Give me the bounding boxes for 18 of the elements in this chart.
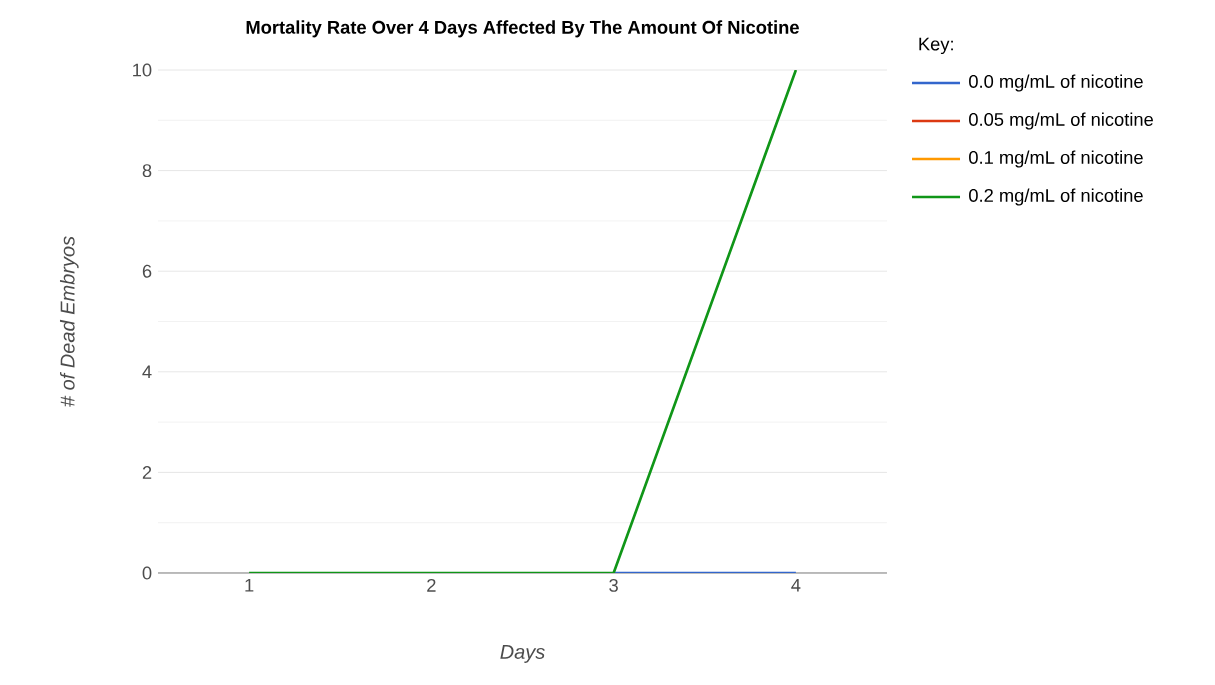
x-axis-title: Days (500, 644, 545, 663)
y-tick-label: 6 (142, 264, 152, 278)
y-tick-label: 0 (142, 566, 152, 580)
legend-title: Key: (919, 37, 953, 55)
x-tick-label: 4 (791, 578, 801, 592)
x-tick-label: 1 (245, 578, 254, 592)
legend-label: 0.05 mg/mL of nicotine (969, 112, 1153, 130)
y-tick-label: 10 (133, 63, 152, 77)
y-tick-label: 4 (142, 365, 152, 379)
x-tick-label: 3 (609, 578, 618, 592)
x-tick-label: 2 (427, 578, 436, 592)
y-tick-label: 2 (142, 466, 152, 479)
legend-label: 0.2 mg/mL of nicotine (969, 188, 1143, 206)
y-tick-label: 8 (142, 164, 152, 178)
chart-title: Mortality Rate Over 4 Days Affected By The Amount Of Nicotine (246, 20, 799, 38)
legend-label: 0.0 mg/mL of nicotine (969, 74, 1143, 92)
legend-label: 0.1 mg/mL of nicotine (969, 150, 1143, 168)
y-axis-title: # of Dead Embryos (59, 236, 79, 407)
